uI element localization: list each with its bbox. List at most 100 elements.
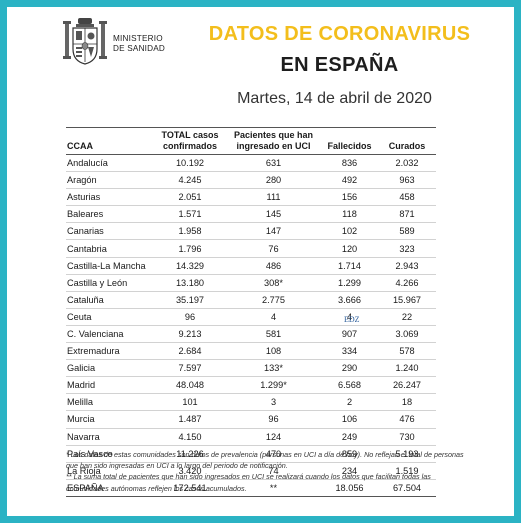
confirmed-cases: 35.197 — [154, 291, 226, 309]
table-row: Aragón 4.245 280 492 963 — [66, 171, 436, 190]
region-name: Baleares — [66, 205, 154, 224]
report-date: Martes, 14 de abril de 2020 — [237, 90, 432, 107]
footnote-2: ** La suma total de pacientes que han si… — [66, 472, 431, 493]
table-row: País Vasco 11.226 470 859 5.193 — [66, 445, 436, 463]
column-header-total-cases: TOTAL casos confirmados — [154, 127, 226, 155]
deaths: 156 — [321, 188, 378, 207]
icu-patients: 76 — [226, 239, 321, 258]
watermark-text: EDZ — [344, 315, 360, 324]
icu-patients: 4 — [226, 308, 321, 326]
recovered: 15.967 — [378, 291, 436, 309]
table-row: Cantabria 1.796 76 120 323 — [66, 239, 436, 258]
table-row: Castilla y León 13.180 308* 1.299 4.266 — [66, 274, 436, 292]
column-header-recovered: Curados — [378, 127, 436, 155]
deaths: 2 — [321, 393, 378, 412]
icu-patients: 74 — [226, 462, 321, 480]
icu-patients: 3 — [226, 393, 321, 412]
total-deaths: 18.056 — [321, 478, 378, 497]
infographic-card: MINISTERIO DE SANIDAD DATOS DE CORONAVIR… — [7, 7, 514, 516]
total-icu: ** — [226, 478, 321, 497]
recovered: 2.943 — [378, 257, 436, 275]
icu-patients: 96 — [226, 410, 321, 429]
deaths: 6.568 — [321, 376, 378, 395]
title-line-1: DATOS DE CORONAVIRUS — [208, 23, 471, 45]
region-name: Asturias — [66, 188, 154, 207]
ministry-line-1: MINISTERIO — [113, 34, 163, 43]
region-name: Andalucía — [66, 154, 154, 173]
ministry-line-2: DE SANIDAD — [113, 44, 166, 53]
recovered: 3.069 — [378, 325, 436, 344]
table-row: Galicia 7.597 133* 290 1.240 — [66, 359, 436, 378]
deaths: 120 — [321, 239, 378, 258]
coat-of-arms-icon — [63, 18, 107, 65]
confirmed-cases: 13.180 — [154, 274, 226, 292]
region-name: Navarra — [66, 428, 154, 446]
confirmed-cases: 3.420 — [154, 462, 226, 480]
recovered: 963 — [378, 171, 436, 190]
recovered: 26.247 — [378, 376, 436, 395]
region-name: Ceuta — [66, 308, 154, 326]
total-cases: 172.541 — [154, 478, 226, 497]
deaths: 859 — [321, 445, 378, 463]
icu-patients: 581 — [226, 325, 321, 344]
region-name: Cantabria — [66, 239, 154, 258]
region-name: Extremadura — [66, 342, 154, 361]
recovered: 730 — [378, 428, 436, 446]
recovered: 458 — [378, 188, 436, 207]
icu-patients: 631 — [226, 154, 321, 173]
confirmed-cases: 4.150 — [154, 428, 226, 446]
recovered: 22 — [378, 308, 436, 326]
icu-patients: 124 — [226, 428, 321, 446]
region-name: Castilla-La Mancha — [66, 257, 154, 275]
icu-patients: 2.775 — [226, 291, 321, 309]
recovered: 589 — [378, 222, 436, 241]
ministry-name: MINISTERIO DE SANIDAD — [113, 34, 193, 54]
deaths: 492 — [321, 171, 378, 190]
table-row: Cataluña 35.197 2.775 3.666 15.967 — [66, 291, 436, 309]
cases-table: CCAA TOTAL casos confirmados Pacientes q… — [66, 127, 436, 497]
footnotes: * Los datos de estas comunidades son dat… — [66, 449, 466, 494]
table-row: Extremadura 2.684 108 334 578 — [66, 342, 436, 361]
deaths: 1.299 — [321, 274, 378, 292]
recovered: 323 — [378, 239, 436, 258]
confirmed-cases: 48.048 — [154, 376, 226, 395]
region-name: C. Valenciana — [66, 325, 154, 344]
recovered: 2.032 — [378, 154, 436, 173]
icu-patients: 486 — [226, 257, 321, 275]
table-row: Madrid 48.048 1.299* 6.568 26.247 — [66, 376, 436, 395]
table-row: Castilla-La Mancha 14.329 486 1.714 2.943 — [66, 257, 436, 275]
recovered: 1.519 — [378, 462, 436, 480]
recovered: 18 — [378, 393, 436, 412]
table-row: Murcia 1.487 96 106 476 — [66, 410, 436, 429]
icu-patients: 133* — [226, 359, 321, 378]
recovered: 5.193 — [378, 445, 436, 463]
region-name: La Rioja — [66, 462, 154, 480]
deaths: 118 — [321, 205, 378, 224]
table-body: Andalucía 10.192 631 836 2.032 Aragón 4.245 280… — [66, 154, 436, 497]
recovered: 871 — [378, 205, 436, 224]
deaths: 290 — [321, 359, 378, 378]
confirmed-cases: 10.192 — [154, 154, 226, 173]
confirmed-cases: 4.245 — [154, 171, 226, 190]
confirmed-cases: 1.571 — [154, 205, 226, 224]
table-row: C. Valenciana 9.213 581 907 3.069 — [66, 325, 436, 344]
table-total-row: ESPAÑA 172.541 ** 18.056 67.504 — [66, 478, 436, 497]
region-name: Murcia — [66, 410, 154, 429]
confirmed-cases: 11.226 — [154, 445, 226, 463]
region-name: Melilla — [66, 393, 154, 412]
table-row: Melilla 101 3 2 18 — [66, 393, 436, 412]
region-name: Madrid — [66, 376, 154, 395]
region-name: Canarias — [66, 222, 154, 241]
icu-patients: 280 — [226, 171, 321, 190]
column-header-ccaa: CCAA — [66, 127, 154, 155]
deaths: 106 — [321, 410, 378, 429]
title-line-2: EN ESPAÑA — [280, 54, 399, 76]
icu-patients: 1.299* — [226, 376, 321, 395]
confirmed-cases: 1.796 — [154, 239, 226, 258]
icu-patients: 145 — [226, 205, 321, 224]
column-header-deaths: Fallecidos — [321, 127, 378, 155]
deaths: 3.666 — [321, 291, 378, 309]
confirmed-cases: 1.487 — [154, 410, 226, 429]
deaths: 334 — [321, 342, 378, 361]
confirmed-cases: 2.051 — [154, 188, 226, 207]
